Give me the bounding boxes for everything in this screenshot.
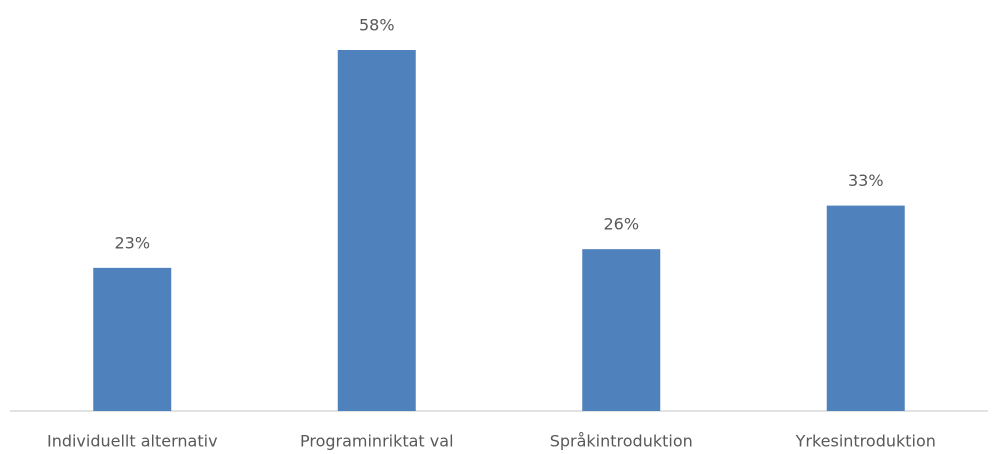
x-tick-label: Programinriktat val: [300, 432, 454, 451]
value-label: 26%: [603, 215, 639, 234]
value-label: 33%: [848, 171, 884, 190]
x-tick-label: Individuellt alternativ: [47, 432, 218, 451]
value-label: 23%: [114, 233, 150, 252]
bar: [93, 267, 172, 411]
x-tick-label: Yrkesintroduktion: [795, 432, 936, 451]
bar: [337, 50, 416, 411]
bar: [582, 249, 661, 411]
value-label: 58%: [359, 16, 395, 35]
x-tick-label: Språkintroduktion: [550, 432, 693, 451]
bar: [826, 205, 905, 411]
